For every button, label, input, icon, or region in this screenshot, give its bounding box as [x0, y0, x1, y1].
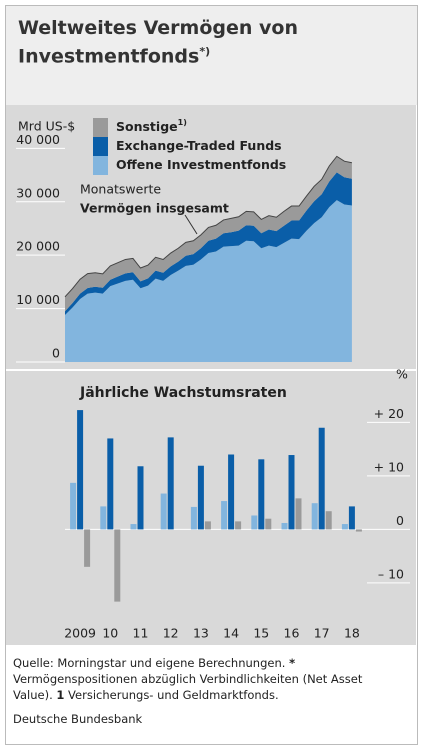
- bar: [84, 529, 91, 567]
- legend-label: Sonstige1): [116, 118, 187, 134]
- bar: [311, 503, 318, 530]
- organization: Deutsche Bundesbank: [13, 712, 143, 726]
- x-tick-label: 12: [163, 626, 179, 641]
- bar: [281, 522, 288, 530]
- bar: [204, 521, 211, 530]
- y-tick-label: – 10: [378, 566, 404, 581]
- area: [65, 172, 352, 315]
- annotation-pointer: [184, 214, 198, 235]
- footer-text: *: [289, 656, 296, 670]
- footer-text: 1: [56, 688, 65, 702]
- legend-name: Exchange-Traded Funds: [116, 138, 282, 153]
- bar: [251, 515, 258, 530]
- y-tick-label: + 20: [374, 406, 404, 421]
- y-tick-label: 0: [52, 346, 60, 361]
- footer-text: Versicherungs- und Geldmarktfonds.: [64, 688, 279, 702]
- annotation: Monatswerte: [80, 182, 161, 197]
- bar: [341, 524, 348, 530]
- bar: [100, 506, 107, 530]
- x-tick-label: 10: [102, 626, 118, 641]
- bar: [167, 437, 174, 530]
- bar: [355, 529, 362, 532]
- bar: [228, 454, 235, 530]
- title-text: Weltweites Vermögen von Investmentfonds: [18, 17, 298, 68]
- bar: [77, 410, 84, 530]
- y-tick-label: 0: [396, 513, 404, 528]
- total-line: [64, 155, 353, 298]
- bar: [160, 493, 167, 530]
- bar: [258, 459, 265, 530]
- footer: Quelle: Morningstar und eigene Berechnun…: [13, 655, 405, 703]
- title: Weltweites Vermögen von Investmentfonds*…: [18, 16, 398, 68]
- bar: [114, 529, 121, 602]
- title-box: Weltweites Vermögen von Investmentfonds*…: [6, 6, 417, 105]
- frame: Weltweites Vermögen von Investmentfonds*…: [5, 5, 418, 745]
- footer-text: Quelle: Morningstar und eigene Berechnun…: [13, 656, 290, 670]
- y-tick-label: 40 000: [16, 132, 60, 147]
- bar: [265, 518, 272, 530]
- area: [65, 200, 352, 362]
- bar: [197, 465, 204, 530]
- legend-swatch: [93, 118, 108, 137]
- bar: [288, 455, 295, 530]
- title-note: *): [199, 45, 211, 58]
- y-tick-label: 30 000: [16, 185, 60, 200]
- x-tick-label: 18: [344, 626, 360, 641]
- legend-name: Sonstige: [116, 119, 178, 134]
- x-tick-label: 17: [314, 626, 330, 641]
- x-tick-label: 15: [253, 626, 269, 641]
- bar: [295, 498, 302, 530]
- x-axis-band: [65, 605, 367, 625]
- y-tick-label: 20 000: [16, 239, 60, 254]
- legend-name: Offene Investmentfonds: [116, 157, 286, 172]
- bar: [130, 524, 137, 530]
- legend-label: Exchange-Traded Funds: [116, 138, 282, 153]
- bar: [70, 482, 77, 530]
- legend-swatch: [93, 156, 108, 175]
- y-tick-label: + 10: [374, 459, 404, 474]
- bar: [137, 466, 144, 530]
- area: [65, 156, 352, 312]
- bar: [348, 506, 355, 530]
- x-tick-label: 11: [133, 626, 149, 641]
- bar: [190, 506, 197, 530]
- footer-text: Vermögenspositionen abzüglich Verbindlic…: [13, 672, 363, 702]
- x-tick-label: 13: [193, 626, 209, 641]
- y-axis-label: %: [396, 367, 408, 382]
- y-axis-label: Mrd US-$: [18, 119, 75, 134]
- legend-label: Offene Investmentfonds: [116, 157, 286, 172]
- y-tick-label: 10 000: [16, 292, 60, 307]
- legend-note: 1): [178, 118, 187, 127]
- bar: [325, 511, 332, 530]
- annotation: Vermögen insgesamt: [80, 201, 229, 216]
- x-tick-label: 16: [284, 626, 300, 641]
- chart-background: [6, 105, 416, 645]
- bar: [235, 521, 242, 530]
- legend-swatch: [93, 137, 108, 156]
- bar: [221, 501, 228, 530]
- bar: [107, 438, 114, 530]
- x-tick-label: 14: [223, 626, 239, 641]
- panel-title: Jährliche Wachstumsraten: [79, 385, 287, 401]
- x-tick-label: 2009: [64, 626, 96, 641]
- bar: [318, 427, 325, 530]
